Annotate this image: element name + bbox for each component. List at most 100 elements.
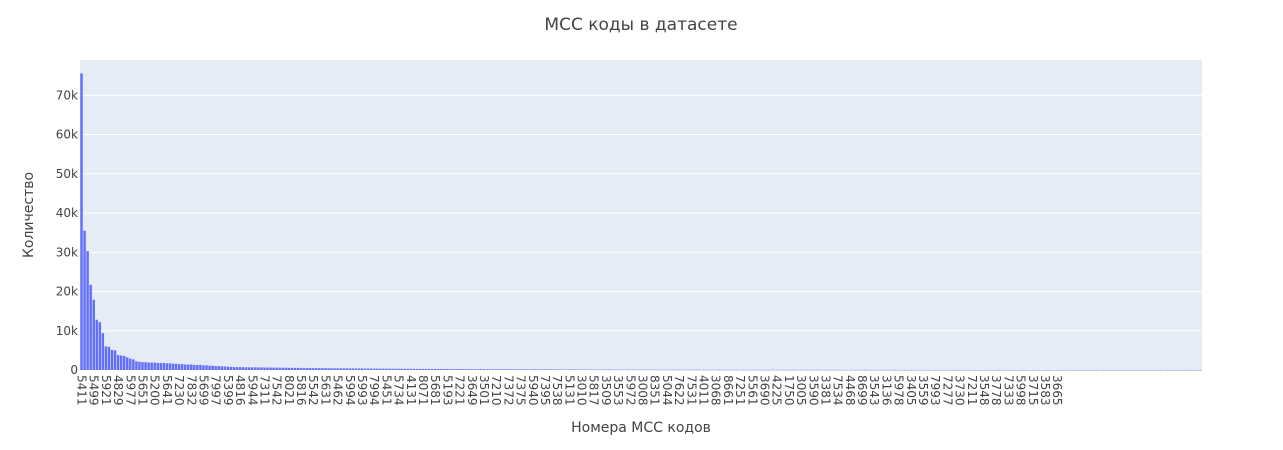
x-tick-label: 3509 <box>599 375 613 406</box>
bar <box>696 369 699 371</box>
bar <box>507 369 510 370</box>
x-tick-label: 3548 <box>977 375 991 406</box>
x-tick-label: 4468 <box>843 375 857 406</box>
bar <box>177 364 181 370</box>
bar <box>711 369 714 371</box>
bar <box>406 368 409 370</box>
bar <box>302 367 306 370</box>
bar <box>379 368 382 370</box>
bar <box>979 369 983 371</box>
bar <box>144 362 147 370</box>
bar <box>1004 369 1007 371</box>
bar <box>565 369 568 370</box>
bar <box>988 369 992 371</box>
x-tick-label: 4829 <box>111 375 125 406</box>
bar <box>122 355 126 370</box>
bar <box>973 369 977 371</box>
y-axis-title: Количество <box>21 172 37 258</box>
bar <box>241 367 245 370</box>
bar <box>543 369 547 370</box>
bar <box>376 368 379 370</box>
bar <box>373 368 376 370</box>
bar <box>220 366 223 370</box>
bar <box>1126 369 1129 371</box>
x-tick-label: 7622 <box>672 375 686 406</box>
bar <box>208 365 211 370</box>
bar <box>900 369 903 371</box>
bar <box>879 369 882 371</box>
bar <box>400 368 403 370</box>
bar <box>964 369 967 371</box>
bar <box>391 368 394 370</box>
bar <box>610 369 614 371</box>
x-tick-label: 5921 <box>99 375 113 406</box>
bar <box>619 369 623 371</box>
x-axis-title: Номера МСС кодов <box>571 420 711 436</box>
bar <box>187 364 190 370</box>
bar <box>1010 369 1013 371</box>
bar <box>647 369 650 371</box>
bar <box>1116 369 1120 371</box>
x-tick-label: 7211 <box>965 375 979 406</box>
bar <box>424 368 428 370</box>
bar <box>266 367 269 370</box>
bar <box>1034 369 1038 371</box>
bar <box>479 369 483 370</box>
x-tick-label: 3068 <box>709 375 723 406</box>
x-tick-label: 8021 <box>282 375 296 406</box>
x-tick-label: 7277 <box>940 375 954 406</box>
bar <box>821 369 824 371</box>
bar <box>193 364 196 370</box>
bar <box>558 369 562 370</box>
bar <box>671 369 675 371</box>
bar <box>1162 369 1166 371</box>
bar <box>440 369 443 370</box>
bar <box>162 362 166 370</box>
bar <box>342 368 345 370</box>
bar <box>613 369 617 371</box>
bar <box>866 369 870 371</box>
bar <box>748 369 751 371</box>
bar <box>409 368 413 370</box>
bar <box>171 363 175 370</box>
bar <box>278 367 281 370</box>
bar <box>1129 369 1132 371</box>
bar <box>275 367 278 370</box>
bar <box>415 368 419 370</box>
x-tick-label: 3649 <box>465 375 479 406</box>
bar <box>519 369 522 370</box>
bar <box>1165 369 1169 371</box>
bar <box>903 369 906 371</box>
bar <box>934 369 937 371</box>
bar <box>369 368 373 370</box>
bar <box>251 367 254 370</box>
bar <box>683 369 687 371</box>
x-tick-label: 7375 <box>514 375 528 406</box>
bar <box>458 369 461 370</box>
bar <box>95 319 98 370</box>
bar <box>812 369 815 371</box>
bar <box>397 368 400 370</box>
bar <box>540 369 544 370</box>
x-tick-label: 3665 <box>1050 375 1064 406</box>
bar <box>674 369 678 371</box>
bar <box>296 367 300 370</box>
x-tick-label: 3690 <box>757 375 771 406</box>
x-tick-label: 7531 <box>684 375 698 406</box>
bar <box>1113 369 1117 371</box>
bar <box>354 368 358 370</box>
bar <box>592 369 595 371</box>
x-tick-label: 3010 <box>575 375 589 406</box>
bar <box>1031 369 1035 371</box>
bar <box>1046 369 1050 371</box>
bar <box>269 367 272 370</box>
x-tick-label: 3730 <box>953 375 967 406</box>
x-tick-label: 5972 <box>623 375 637 406</box>
bar <box>754 369 757 371</box>
bar <box>808 369 812 371</box>
bar <box>924 369 928 371</box>
bar <box>589 369 592 371</box>
bar <box>1092 369 1095 371</box>
bar <box>912 369 916 371</box>
bar <box>1141 369 1144 371</box>
